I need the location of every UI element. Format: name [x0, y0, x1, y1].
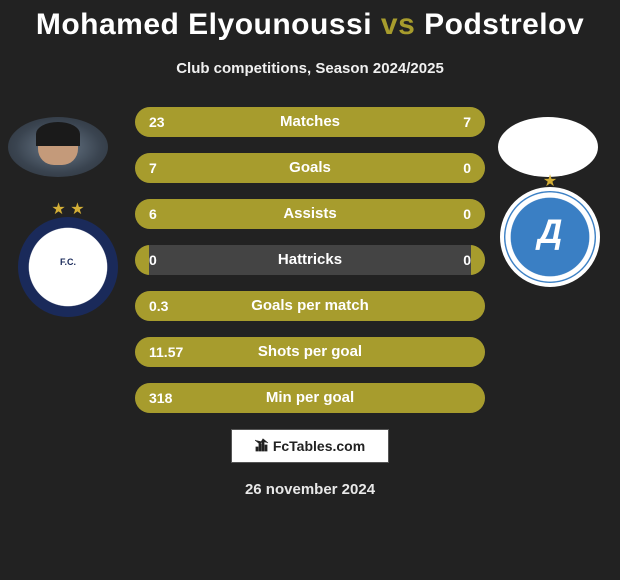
stat-row-goals-per-match: 0.3Goals per match [135, 291, 485, 321]
stat-row-matches: 23Matches7 [135, 107, 485, 137]
player1-name: Mohamed Elyounoussi [36, 8, 372, 41]
player1-club-badge: ★ ★ [18, 217, 118, 317]
stat-row-shots-per-goal: 11.57Shots per goal [135, 337, 485, 367]
brand-logo: FcTables.com [231, 429, 389, 463]
comparison-title: Mohamed Elyounoussi vs Podstrelov [0, 0, 620, 42]
brand-text: FcTables.com [273, 438, 365, 454]
stat-value-right: 0 [463, 245, 471, 275]
chart-icon [255, 438, 269, 455]
stat-row-assists: 6Assists0 [135, 199, 485, 229]
stat-row-hattricks: 0Hattricks0 [135, 245, 485, 275]
stat-value-right: 0 [463, 199, 471, 229]
stat-label: Shots per goal [135, 337, 485, 367]
player2-club-badge: ★ [500, 187, 600, 287]
stat-label: Goals per match [135, 291, 485, 321]
stat-label: Min per goal [135, 383, 485, 413]
stat-label: Matches [135, 107, 485, 137]
player2-photo [498, 117, 598, 177]
vs-text: vs [381, 8, 415, 41]
stat-label: Goals [135, 153, 485, 183]
star-icon: ★ [504, 171, 596, 191]
stats-bars: 23Matches77Goals06Assists00Hattricks00.3… [135, 107, 485, 413]
comparison-content: ★ ★ ★ 23Matches77Goals06Assists00Hattric… [0, 107, 620, 413]
stat-value-right: 7 [463, 107, 471, 137]
season-subtitle: Club competitions, Season 2024/2025 [0, 60, 620, 77]
stat-row-min-per-goal: 318Min per goal [135, 383, 485, 413]
stat-row-goals: 7Goals0 [135, 153, 485, 183]
player2-name: Podstrelov [424, 8, 584, 41]
player1-photo [8, 117, 108, 177]
footer-date: 26 november 2024 [0, 481, 620, 498]
stat-label: Hattricks [135, 245, 485, 275]
stat-value-right: 0 [463, 153, 471, 183]
stars-icon: ★ ★ [18, 199, 118, 219]
stat-label: Assists [135, 199, 485, 229]
